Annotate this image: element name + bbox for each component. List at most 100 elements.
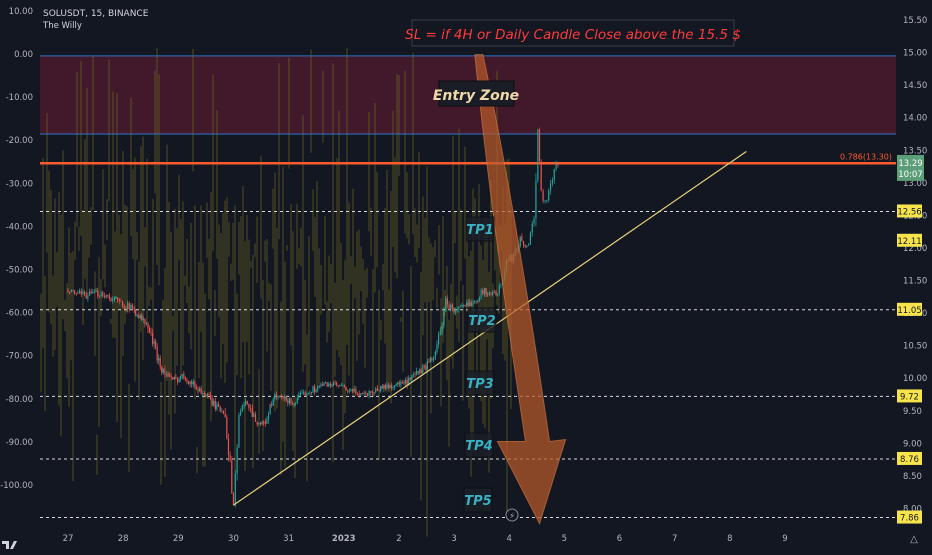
left-axis-tick: -60.00 bbox=[6, 309, 33, 319]
scroll-up-icon[interactable]: △ bbox=[910, 534, 918, 545]
candle-body bbox=[200, 388, 202, 394]
tp-label-tp2: TP2 bbox=[468, 314, 495, 329]
candle-body bbox=[315, 390, 317, 392]
candle-body bbox=[139, 315, 141, 318]
candle-body bbox=[69, 291, 71, 293]
candle-body bbox=[389, 385, 391, 388]
right-axis-tick: 12.00 bbox=[903, 244, 927, 254]
candle-body bbox=[147, 323, 149, 329]
candle-body bbox=[125, 308, 127, 310]
candle-body bbox=[326, 382, 328, 387]
candle-body bbox=[334, 382, 336, 383]
tp-label-tp5: TP5 bbox=[464, 494, 491, 509]
candle-body bbox=[493, 291, 495, 293]
candle-body bbox=[217, 404, 220, 407]
candle-body bbox=[214, 401, 216, 410]
candle-body bbox=[553, 169, 555, 181]
candle-body bbox=[403, 382, 405, 384]
candle-body bbox=[158, 358, 160, 361]
right-axis-tick: 13.00 bbox=[903, 179, 927, 189]
price-tag-12-11: 12.11 bbox=[897, 237, 921, 247]
right-axis-tick: 9.50 bbox=[903, 407, 922, 417]
candle-body bbox=[183, 374, 185, 378]
candle-body bbox=[540, 161, 542, 191]
candle-body bbox=[434, 352, 436, 358]
candle-body bbox=[375, 388, 377, 393]
candle-body bbox=[309, 392, 311, 394]
candle-body bbox=[436, 344, 438, 353]
candle-body bbox=[360, 393, 362, 396]
candle-body bbox=[409, 377, 411, 380]
forecast-down-arrow[interactable] bbox=[474, 54, 567, 525]
candle-body bbox=[282, 396, 284, 399]
event-marker-icon[interactable] bbox=[505, 508, 519, 522]
candle-body bbox=[291, 403, 294, 405]
left-axis-tick: -20.00 bbox=[6, 136, 33, 146]
candle-body bbox=[206, 394, 209, 397]
candle-body bbox=[422, 365, 424, 373]
tp-box-tp5 bbox=[463, 487, 493, 513]
candle-body bbox=[258, 422, 260, 425]
candle-body bbox=[189, 381, 191, 384]
candle-body bbox=[351, 389, 354, 392]
candle-body bbox=[288, 398, 290, 404]
candle-body bbox=[75, 293, 77, 294]
candle-body bbox=[406, 379, 408, 386]
candle-body bbox=[420, 369, 422, 373]
candle-body bbox=[485, 288, 487, 294]
candle-body bbox=[248, 403, 250, 409]
symbol-info: SOLUSDT, 15, BINANCE bbox=[43, 9, 149, 19]
right-axis-tick: 10.00 bbox=[903, 374, 927, 384]
candle-body bbox=[306, 394, 308, 396]
candle-body bbox=[266, 419, 268, 424]
candle-body bbox=[126, 303, 129, 310]
candle-body bbox=[150, 332, 152, 334]
candle-body bbox=[290, 398, 292, 404]
left-axis-tick: -100.00 bbox=[0, 481, 33, 491]
candle-body bbox=[318, 385, 320, 387]
candle-body bbox=[528, 244, 530, 246]
candle-body bbox=[148, 328, 151, 333]
candle-body bbox=[108, 295, 110, 299]
candle-body bbox=[325, 382, 327, 384]
candle-body bbox=[356, 393, 359, 395]
candle-body bbox=[455, 311, 457, 313]
candle-body bbox=[310, 392, 313, 394]
candle-body bbox=[249, 408, 252, 410]
candle-body bbox=[384, 385, 387, 389]
candle-body bbox=[187, 381, 190, 384]
left-axis-tick: -80.00 bbox=[6, 395, 33, 405]
candle-body bbox=[113, 297, 115, 300]
price-tag-bg bbox=[897, 233, 922, 247]
candle-body bbox=[363, 392, 365, 394]
stop-loss-note: SL = if 4H or Daily Candle Close above t… bbox=[405, 27, 741, 43]
candle-body bbox=[544, 200, 546, 202]
candle-body bbox=[138, 315, 140, 318]
price-tag-8-76: 8.76 bbox=[900, 455, 919, 465]
candle-body bbox=[538, 129, 541, 162]
current-price-value: 13.29 bbox=[898, 159, 922, 169]
candle-body bbox=[370, 391, 372, 393]
candle-body bbox=[115, 297, 117, 299]
candle-body bbox=[557, 163, 559, 166]
candle-body bbox=[293, 403, 295, 405]
candle-body bbox=[93, 291, 96, 293]
candle-body bbox=[342, 384, 344, 386]
candle-body bbox=[121, 301, 124, 307]
candle-body bbox=[72, 289, 74, 291]
left-axis-tick: -50.00 bbox=[6, 266, 33, 276]
candle-body bbox=[483, 288, 485, 295]
candle-body bbox=[298, 395, 300, 399]
candle-body bbox=[194, 381, 196, 388]
tradingview-logo bbox=[0, 536, 18, 550]
candle-body bbox=[118, 299, 120, 302]
candle-body bbox=[161, 366, 163, 373]
candle-body bbox=[98, 295, 101, 297]
candle-body bbox=[312, 386, 314, 393]
candle-body bbox=[321, 384, 324, 386]
candle-body bbox=[227, 438, 230, 455]
candle-body bbox=[263, 421, 265, 423]
candle-body bbox=[397, 382, 399, 384]
